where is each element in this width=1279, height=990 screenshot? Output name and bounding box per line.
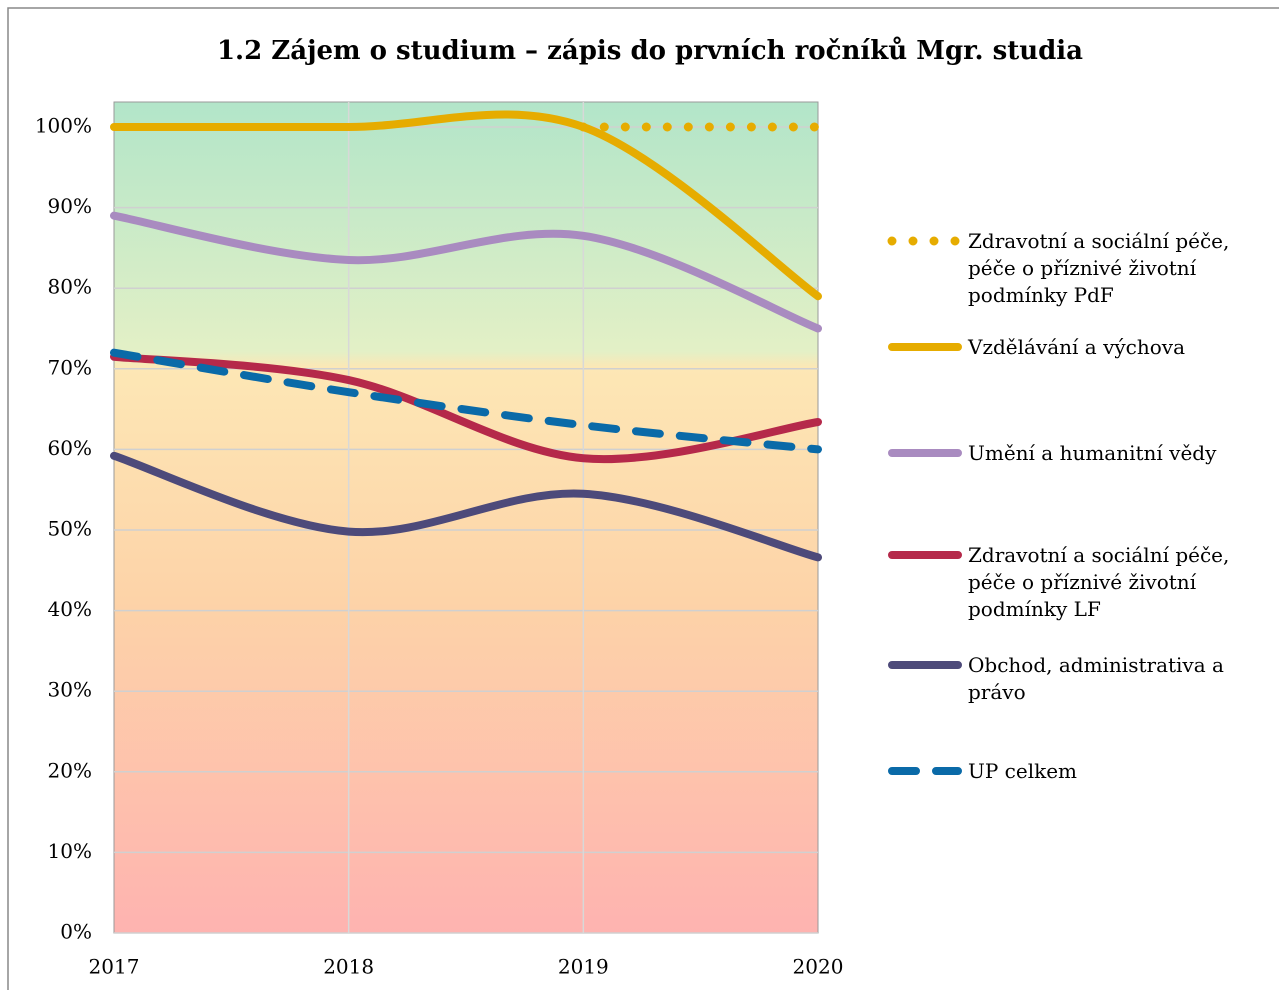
x-tick-label: 2018 — [323, 955, 374, 979]
series-line — [110, 348, 822, 454]
x-tick-label: 2017 — [89, 955, 140, 979]
y-tick-label: 100% — [35, 114, 92, 138]
y-tick-label: 50% — [48, 517, 92, 541]
x-tick-label: 2020 — [793, 955, 844, 979]
y-tick-label: 30% — [48, 678, 92, 702]
series-line — [110, 451, 822, 562]
series-line — [110, 211, 822, 333]
chart-border — [7, 7, 1279, 990]
x-tick-label: 2019 — [558, 955, 609, 979]
chart-title: 1.2 Zájem o studium – zápis do prvních r… — [217, 36, 1083, 66]
series-line — [110, 352, 822, 464]
y-tick-label: 70% — [48, 355, 92, 379]
y-tick-label: 10% — [48, 839, 92, 863]
legend-label: UP celkem — [968, 759, 1078, 783]
y-tick-label: 0% — [60, 920, 92, 944]
legend-label: Zdravotní a sociální péče, péče o přízni… — [968, 229, 1230, 307]
y-tick-label: 90% — [48, 194, 92, 218]
y-tick-label: 20% — [48, 758, 92, 782]
y-tick-label: 80% — [48, 275, 92, 299]
legend-label: Zdravotní a sociální péče, péče o přízni… — [968, 543, 1230, 621]
legend-label: Obchod, administrativa a právo — [968, 653, 1224, 704]
y-tick-label: 40% — [48, 597, 92, 621]
legend-label: Umění a humanitní vědy — [968, 441, 1217, 465]
legend-label: Vzdělávání a výchova — [968, 335, 1186, 359]
series-line — [110, 110, 822, 301]
y-tick-label: 60% — [48, 436, 92, 460]
